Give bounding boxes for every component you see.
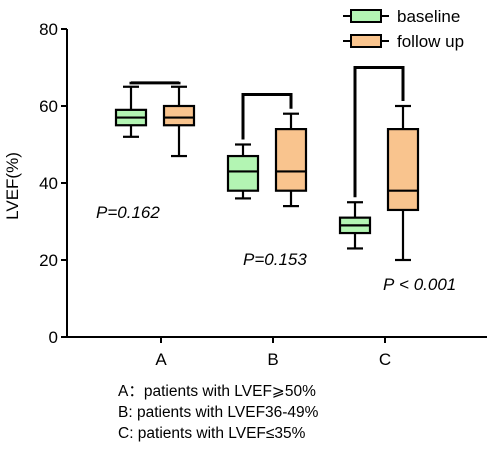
axes: 0 20 40 60 80 LVEF(%) A B C	[3, 20, 487, 369]
p-value-label: P=0.162	[96, 203, 160, 222]
p-value-label: P=0.153	[243, 250, 307, 269]
iqr-box	[162, 104, 196, 127]
box-baseline-B	[226, 143, 260, 200]
x-tick-label: A	[155, 350, 167, 369]
note-group-a: A：patients with LVEF⩾50%	[118, 383, 316, 400]
legend-item: baseline	[343, 7, 460, 26]
box-baseline-A	[114, 85, 148, 138]
y-tick-label: 40	[39, 174, 58, 193]
legend: baseline follow up	[343, 7, 464, 51]
box-follow-up-A	[162, 85, 196, 158]
note-group-c: C: patients with LVEF≤35%	[118, 425, 306, 442]
x-tick-label: C	[379, 350, 391, 369]
legend-label: follow up	[397, 32, 464, 51]
iqr-box	[274, 128, 308, 192]
box-follow-up-B	[274, 112, 308, 208]
y-tick-label: 20	[39, 251, 58, 270]
y-tick-label: 0	[49, 328, 58, 347]
y-tick-label: 80	[39, 20, 58, 39]
y-axis-label: LVEF(%)	[3, 152, 22, 220]
lvef-boxplot-chart: 0 20 40 60 80 LVEF(%) A B C P=0.162 P=0.153 P < 0.…	[3, 7, 487, 369]
legend-swatch	[350, 34, 382, 48]
y-tick-label: 60	[39, 97, 58, 116]
legend-item: follow up	[343, 32, 464, 51]
significance-bracket	[353, 66, 405, 198]
iqr-box	[226, 154, 260, 192]
note-group-b: B: patients with LVEF36-49%	[118, 404, 319, 421]
boxes	[114, 85, 420, 262]
significance-brackets: P=0.162 P=0.153 P < 0.001	[96, 66, 456, 294]
significance-bracket	[241, 92, 293, 140]
legend-swatch	[350, 9, 382, 23]
box-baseline-C	[338, 201, 372, 250]
significance-bracket	[129, 81, 181, 85]
iqr-box	[386, 128, 420, 212]
p-value-label: P < 0.001	[383, 275, 456, 294]
legend-label: baseline	[397, 7, 460, 26]
x-tick-label: B	[267, 350, 278, 369]
box-follow-up-C	[386, 104, 420, 262]
